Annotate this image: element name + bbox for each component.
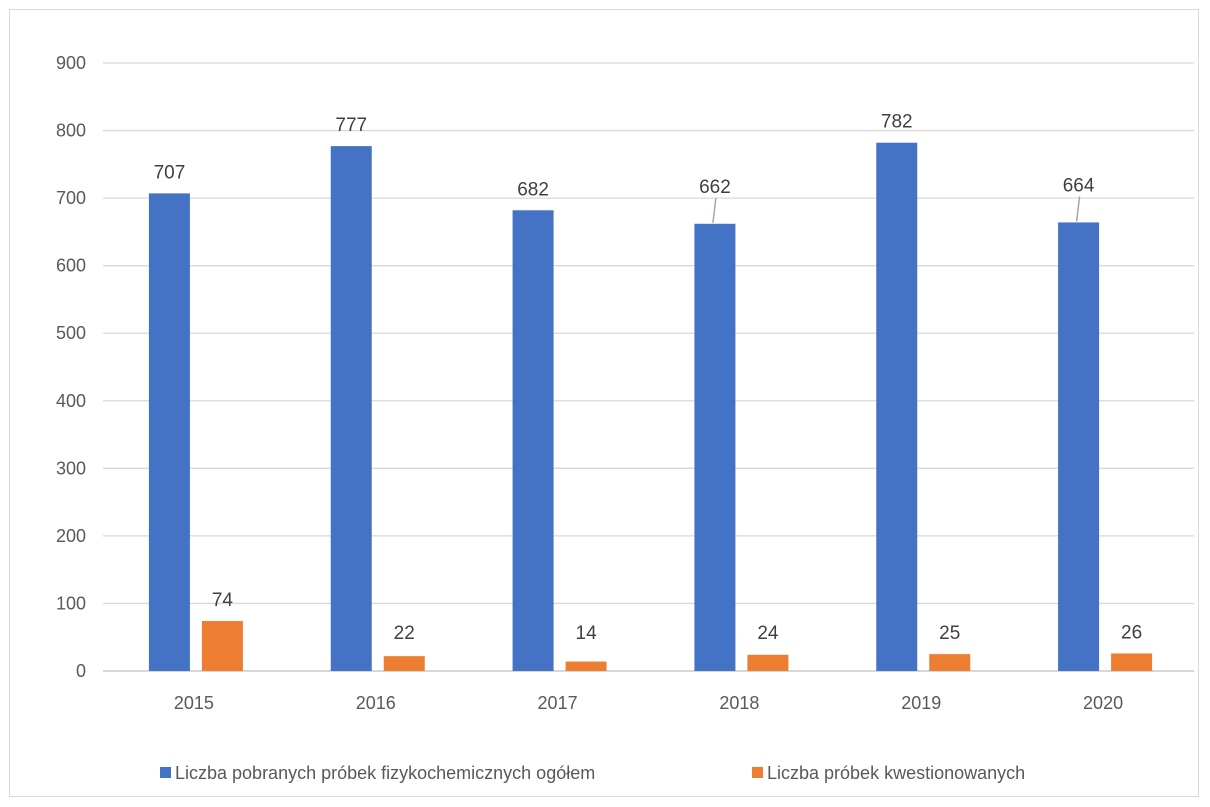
bar-total-samples: [330, 146, 372, 672]
bar-total-samples: [512, 210, 554, 671]
label-leader-lines: [712, 196, 1081, 223]
bar-total-samples: [694, 223, 736, 671]
data-label-total: 707: [154, 162, 186, 183]
data-label-total: 664: [1063, 175, 1095, 196]
legend: Liczba pobranych próbek fizykochemicznyc…: [160, 763, 1025, 783]
y-tick-label: 500: [56, 323, 86, 343]
bar-questioned-samples: [747, 654, 789, 671]
legend-label-questioned: Liczba próbek kwestionowanych: [767, 763, 1025, 783]
x-tick-label: 2019: [901, 693, 941, 713]
data-label-leader: [1075, 196, 1081, 222]
y-axis: 0 100 200 300 400 500 600 700 800 900: [56, 53, 86, 681]
bars: [148, 142, 1153, 672]
bar-questioned-samples: [383, 656, 425, 671]
y-tick-label: 0: [76, 661, 86, 681]
data-label-total: 782: [881, 112, 913, 133]
data-label-questioned: 24: [757, 623, 779, 644]
data-label-questioned: 14: [576, 623, 598, 644]
y-tick-label: 600: [56, 256, 86, 276]
data-label-questioned: 74: [212, 590, 234, 611]
data-labels: 707 777 682 662 782 664 74 22 14 24 25 26: [154, 112, 1143, 644]
y-tick-label: 400: [56, 391, 86, 411]
x-tick-label: 2018: [719, 693, 759, 713]
y-tick-label: 800: [56, 121, 86, 141]
bar-questioned-samples: [201, 621, 243, 671]
legend-swatch-total: [160, 767, 171, 778]
x-tick-label: 2015: [174, 693, 214, 713]
bar-total-samples: [148, 193, 190, 672]
bar-questioned-samples: [1111, 653, 1153, 671]
x-tick-label: 2020: [1083, 693, 1123, 713]
bar-total-samples: [1058, 222, 1100, 672]
legend-swatch-questioned: [752, 767, 763, 778]
data-label-questioned: 26: [1121, 622, 1142, 643]
bar-questioned-samples: [929, 654, 971, 671]
legend-label-total: Liczba pobranych próbek fizykochemicznyc…: [175, 763, 595, 783]
y-tick-label: 100: [56, 593, 86, 613]
x-axis: 2015 2016 2017 2018 2019 2020: [174, 693, 1123, 713]
data-label-total: 777: [335, 115, 367, 136]
data-label-total: 682: [517, 179, 549, 200]
data-label-total: 662: [699, 177, 731, 198]
x-tick-label: 2016: [356, 693, 396, 713]
bar-questioned-samples: [565, 661, 607, 671]
data-label-questioned: 25: [939, 623, 960, 644]
data-label-leader: [712, 197, 717, 223]
bar-total-samples: [876, 142, 918, 671]
y-tick-label: 700: [56, 188, 86, 208]
x-tick-label: 2017: [538, 693, 578, 713]
y-tick-label: 900: [56, 53, 86, 73]
y-tick-label: 200: [56, 526, 86, 546]
y-tick-label: 300: [56, 458, 86, 478]
gridlines: [103, 62, 1194, 672]
data-label-questioned: 22: [394, 623, 415, 644]
